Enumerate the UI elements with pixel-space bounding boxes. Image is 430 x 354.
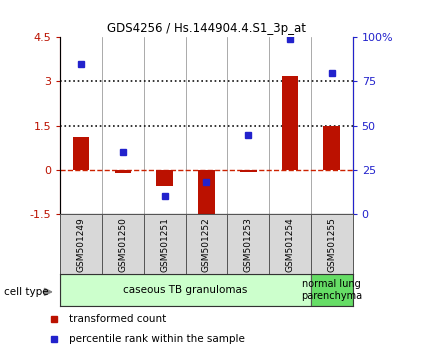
Bar	[227, 214, 269, 274]
Text: GSM501254: GSM501254	[286, 217, 295, 272]
Bar	[60, 214, 102, 274]
Bar	[323, 126, 340, 170]
Bar	[156, 170, 173, 186]
Text: normal lung
parenchyma: normal lung parenchyma	[301, 279, 362, 301]
Bar	[114, 170, 131, 173]
Bar	[144, 214, 185, 274]
Text: GSM501255: GSM501255	[327, 217, 336, 272]
Text: GSM501252: GSM501252	[202, 217, 211, 272]
Text: GSM501253: GSM501253	[244, 217, 253, 272]
Bar	[311, 274, 353, 306]
Text: GSM501251: GSM501251	[160, 217, 169, 272]
Bar	[311, 214, 353, 274]
Bar	[185, 214, 227, 274]
Bar	[240, 170, 257, 172]
Text: percentile rank within the sample: percentile rank within the sample	[70, 334, 246, 344]
Title: GDS4256 / Hs.144904.4.S1_3p_at: GDS4256 / Hs.144904.4.S1_3p_at	[107, 22, 306, 35]
Text: GSM501249: GSM501249	[77, 217, 86, 272]
Text: GSM501250: GSM501250	[118, 217, 127, 272]
Bar	[102, 214, 144, 274]
Text: caseous TB granulomas: caseous TB granulomas	[123, 285, 248, 295]
Text: transformed count: transformed count	[70, 314, 167, 324]
Bar	[269, 214, 311, 274]
Bar	[60, 274, 311, 306]
Bar	[198, 170, 215, 216]
Bar	[282, 75, 298, 170]
Bar	[73, 137, 89, 170]
Text: cell type: cell type	[4, 287, 49, 297]
